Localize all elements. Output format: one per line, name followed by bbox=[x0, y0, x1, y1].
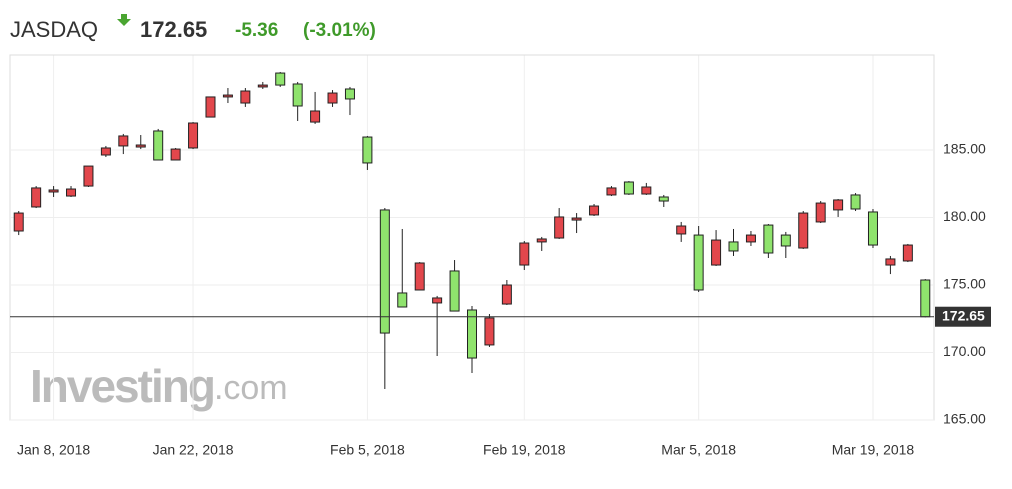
candle-body bbox=[815, 202, 826, 223]
candle-body bbox=[902, 244, 913, 262]
candle-body bbox=[449, 270, 460, 312]
candle-body bbox=[885, 258, 896, 266]
candle-body bbox=[397, 292, 408, 308]
candle-body bbox=[118, 135, 129, 147]
y-tick-label: 175.00 bbox=[943, 276, 986, 292]
candle-body bbox=[362, 136, 373, 164]
candle-body bbox=[344, 88, 355, 100]
candle-body bbox=[676, 225, 687, 235]
price: 172.65 bbox=[140, 17, 207, 42]
candle-body bbox=[83, 165, 94, 187]
candle-body bbox=[222, 94, 233, 98]
change: -5.36 bbox=[235, 20, 278, 41]
candle-body bbox=[623, 181, 634, 195]
y-tick-label: 180.00 bbox=[943, 208, 986, 224]
candle-body bbox=[484, 317, 495, 346]
down-arrow-icon bbox=[117, 14, 131, 26]
candle-body bbox=[257, 84, 268, 88]
candle-body bbox=[327, 92, 338, 104]
x-tick-label: Mar 19, 2018 bbox=[832, 442, 915, 458]
candle-body bbox=[414, 262, 425, 291]
candle-body bbox=[240, 90, 251, 104]
x-tick-label: Feb 5, 2018 bbox=[330, 442, 405, 458]
candle-body bbox=[554, 216, 565, 239]
candle-body bbox=[711, 239, 722, 266]
y-tick-label: 185.00 bbox=[943, 141, 986, 157]
candle-body bbox=[170, 148, 181, 161]
candle-body bbox=[693, 234, 704, 291]
candle-body bbox=[66, 188, 77, 197]
candle-body bbox=[780, 234, 791, 247]
candle-body bbox=[658, 196, 669, 202]
candle-body bbox=[292, 83, 303, 107]
watermark: Investing.com bbox=[30, 360, 288, 412]
x-tick-label: Jan 22, 2018 bbox=[153, 442, 234, 458]
candle-body bbox=[467, 309, 477, 359]
candle-body bbox=[571, 217, 582, 221]
candle-body bbox=[153, 130, 164, 161]
candle-body bbox=[432, 297, 443, 304]
y-tick-label: 170.00 bbox=[943, 343, 986, 359]
candle-body bbox=[833, 199, 844, 211]
y-tick-label: 165.00 bbox=[943, 411, 986, 427]
last-price-box bbox=[935, 306, 991, 327]
x-tick-label: Mar 5, 2018 bbox=[661, 442, 736, 458]
candle-body bbox=[379, 209, 390, 334]
candle-body bbox=[501, 284, 512, 305]
watermark-suffix: .com bbox=[214, 369, 288, 407]
candle-body bbox=[745, 234, 756, 243]
candle-body bbox=[48, 189, 59, 193]
candle-body bbox=[100, 147, 111, 156]
candle-body bbox=[13, 212, 24, 232]
watermark-brand: Investing bbox=[30, 360, 214, 412]
candle-body bbox=[589, 205, 600, 216]
candle-body bbox=[728, 241, 739, 252]
candle-body bbox=[798, 212, 809, 249]
x-tick-label: Feb 19, 2018 bbox=[483, 442, 566, 458]
candle-body bbox=[188, 122, 199, 149]
candle-body bbox=[31, 187, 42, 208]
change-percent: (-3.01%) bbox=[303, 20, 376, 41]
candle-body bbox=[867, 211, 878, 246]
candle-body bbox=[763, 224, 774, 254]
candle-body bbox=[920, 279, 931, 318]
candle-body bbox=[850, 194, 861, 210]
candle-body bbox=[536, 238, 547, 243]
candle-body bbox=[205, 96, 216, 118]
x-tick-label: Jan 8, 2018 bbox=[17, 442, 90, 458]
candle-body bbox=[519, 242, 530, 266]
last-price-label: 172.65 bbox=[942, 307, 985, 323]
candle-body bbox=[606, 187, 617, 196]
candle-body bbox=[135, 144, 146, 148]
candle-body bbox=[310, 110, 321, 123]
index-name: JASDAQ bbox=[10, 17, 98, 42]
candle-body bbox=[641, 186, 652, 195]
candle-body bbox=[275, 72, 286, 86]
